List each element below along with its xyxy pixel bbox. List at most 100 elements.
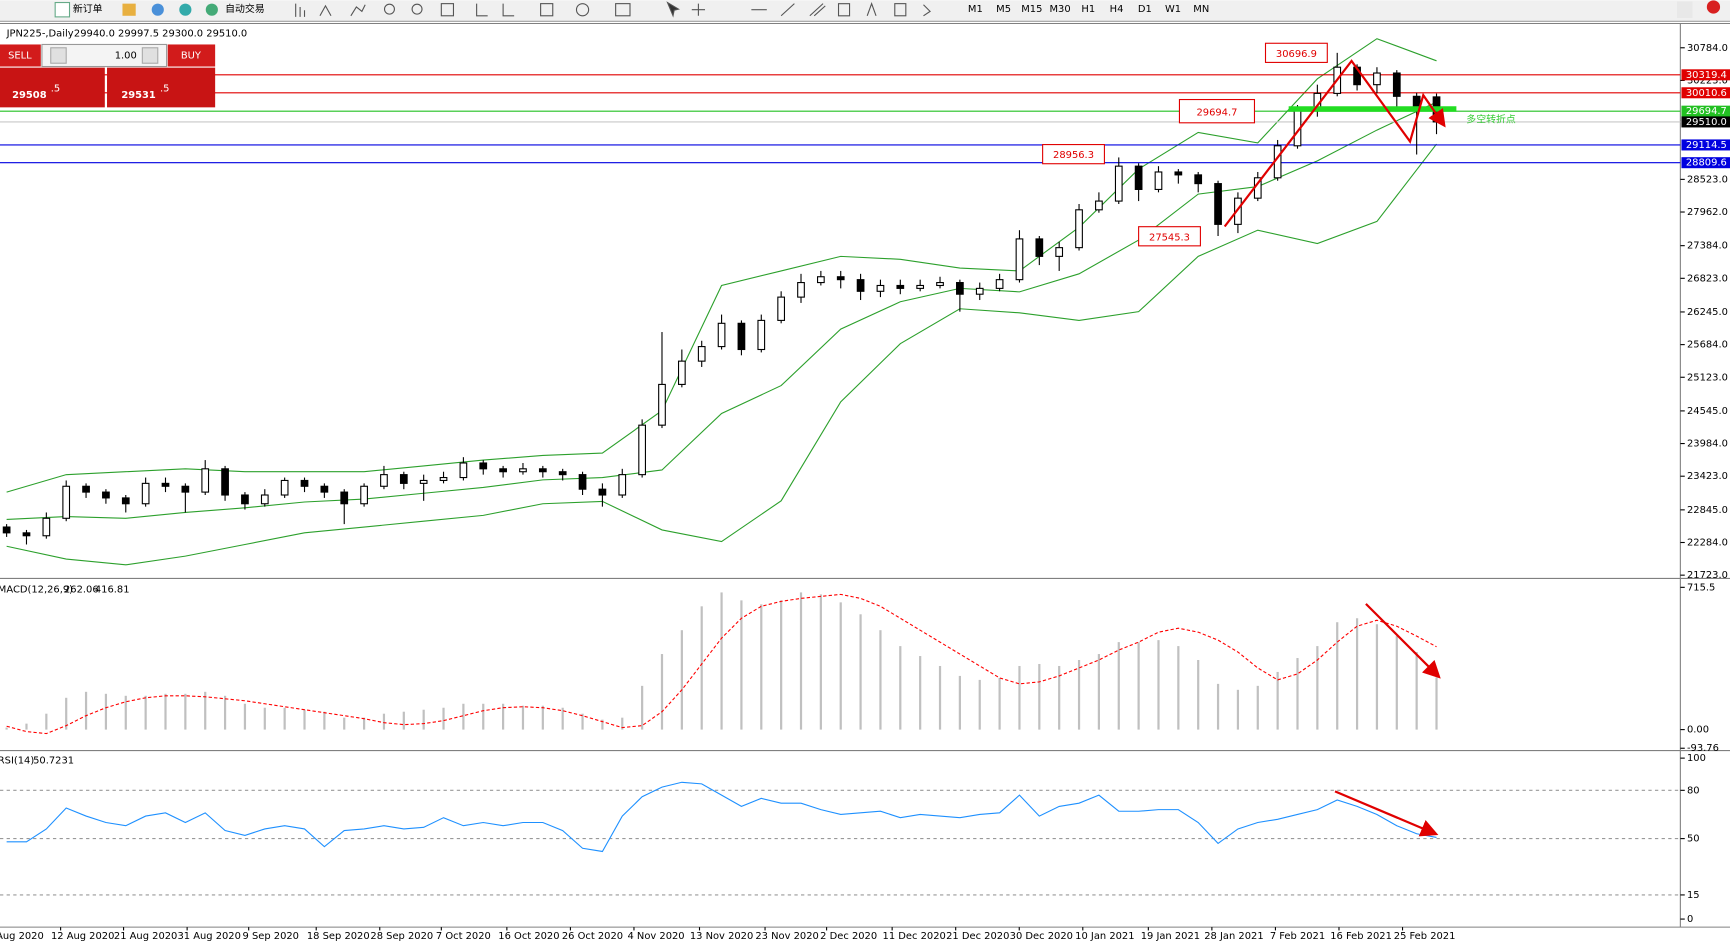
candle-icon[interactable] (319, 4, 332, 17)
templates-icon[interactable] (615, 3, 631, 17)
timeframe-button[interactable]: D1 (1138, 4, 1152, 15)
macd-bar (1316, 646, 1319, 730)
buy-price[interactable]: 29531 (121, 90, 156, 101)
candle-body (658, 383, 666, 426)
timeframe-button[interactable]: M15 (1021, 4, 1042, 15)
trendline-icon[interactable] (780, 3, 795, 17)
timeframe-button[interactable]: M5 (996, 4, 1011, 15)
bar-chart-icon[interactable] (295, 3, 306, 17)
y-tick-label: 28523.0 (1687, 174, 1728, 185)
candle-body (1095, 200, 1103, 211)
candle-body (638, 424, 646, 476)
x-tick-label: 21 Dec 2020 (946, 931, 1009, 942)
price-callout: 28956.3 (1053, 150, 1094, 161)
timeframe-button[interactable]: H1 (1081, 4, 1095, 15)
scroll-icon[interactable] (476, 3, 488, 17)
periods-icon[interactable] (575, 3, 590, 17)
candle-body (836, 276, 845, 281)
macd-bar (204, 691, 207, 730)
auto-trading-button[interactable]: 自动交易 (225, 2, 265, 15)
x-tick-label: 2 Dec 2020 (820, 931, 877, 942)
timeframe-button[interactable]: MN (1193, 4, 1209, 15)
annotation: 多空转折点 (1466, 112, 1516, 125)
new-order-button[interactable]: 新订单 (73, 2, 103, 15)
sell-button[interactable] (0, 44, 41, 67)
candle-body (1234, 197, 1242, 225)
buy-price-frac[interactable]: .5 (160, 84, 169, 95)
sell-price[interactable]: 29508 (12, 90, 47, 101)
lot-value[interactable]: 1.00 (115, 50, 137, 61)
macd-bar (422, 709, 425, 730)
macd-bar (1375, 624, 1379, 730)
zoom-in-icon[interactable] (383, 3, 395, 15)
macd-bar (938, 665, 942, 730)
x-tick-label: 26 Oct 2020 (562, 931, 623, 942)
candle-body (598, 488, 607, 496)
lot-increase[interactable] (141, 47, 159, 64)
candle-body (1174, 171, 1183, 176)
timeframe-button[interactable]: M30 (1049, 4, 1070, 15)
macd-bar (780, 600, 783, 730)
candle-body (519, 468, 527, 473)
timeframe-button[interactable]: W1 (1165, 4, 1181, 15)
label-icon[interactable] (894, 3, 907, 17)
line-icon[interactable] (350, 4, 366, 17)
lot-input[interactable] (41, 43, 168, 68)
text-icon[interactable] (866, 2, 877, 16)
fibo-icon[interactable] (837, 3, 851, 17)
buy-label[interactable]: BUY (181, 50, 202, 61)
indicators-icon[interactable] (540, 3, 554, 17)
buy-price-button[interactable] (107, 67, 216, 108)
sell-label[interactable]: SELL (8, 50, 32, 61)
price-level-tag (1681, 157, 1730, 169)
tile-icon[interactable] (440, 3, 455, 17)
auto-trading-icon[interactable] (205, 3, 218, 16)
price-callout: 29694.7 (1196, 107, 1237, 118)
notification-badge[interactable] (1706, 0, 1721, 14)
macd-bar (839, 602, 842, 730)
candle-body (677, 360, 686, 385)
channel-icon[interactable] (809, 3, 826, 17)
timeframe-button[interactable]: M1 (968, 4, 983, 15)
sell-price-frac[interactable]: .5 (51, 84, 60, 95)
macd-bar (1236, 689, 1240, 730)
new-order-icon[interactable] (54, 1, 71, 18)
macd-bar (1097, 654, 1101, 730)
y-tick-label: 27384.0 (1687, 241, 1728, 252)
candle-body (221, 468, 229, 496)
toolbar-icon[interactable] (122, 3, 136, 16)
search-icon[interactable] (1677, 1, 1693, 18)
candle-body (578, 474, 587, 490)
shift-icon[interactable] (502, 3, 515, 17)
candle-body (538, 468, 547, 473)
toolbar-icon[interactable] (179, 3, 192, 16)
candle-body (241, 494, 249, 505)
candle-body (1194, 174, 1203, 185)
candle-body (817, 276, 825, 284)
sell-price-button[interactable] (0, 67, 105, 108)
arrow-icon[interactable] (923, 4, 931, 17)
candle-body (916, 284, 925, 289)
timeframe-button[interactable]: H4 (1110, 4, 1124, 15)
toolbar (0, 0, 1730, 22)
candle-body (102, 491, 110, 499)
zoom-out-icon[interactable] (411, 3, 423, 15)
crosshair-icon[interactable] (691, 3, 706, 16)
y-tick-label: 100 (1687, 753, 1706, 764)
candle-body (956, 282, 964, 295)
y-tick-label: -93.76 (1687, 743, 1719, 754)
macd-bar (1296, 658, 1299, 730)
candle-body (459, 462, 468, 479)
y-tick-label: 22845.0 (1687, 505, 1728, 516)
price-callout-box (1264, 42, 1328, 63)
y-tick-label: 22284.0 (1687, 538, 1728, 549)
cursor-icon[interactable] (666, 1, 680, 18)
toolbar-icon[interactable] (151, 3, 164, 16)
x-tick-label: 7 Oct 2020 (436, 931, 491, 942)
x-tick-label: 16 Feb 2021 (1330, 931, 1392, 942)
lot-decrease[interactable] (50, 47, 67, 64)
macd-bar (621, 717, 624, 730)
candle-body (1075, 209, 1083, 249)
buy-button[interactable] (167, 44, 216, 67)
candle-body (876, 284, 885, 292)
